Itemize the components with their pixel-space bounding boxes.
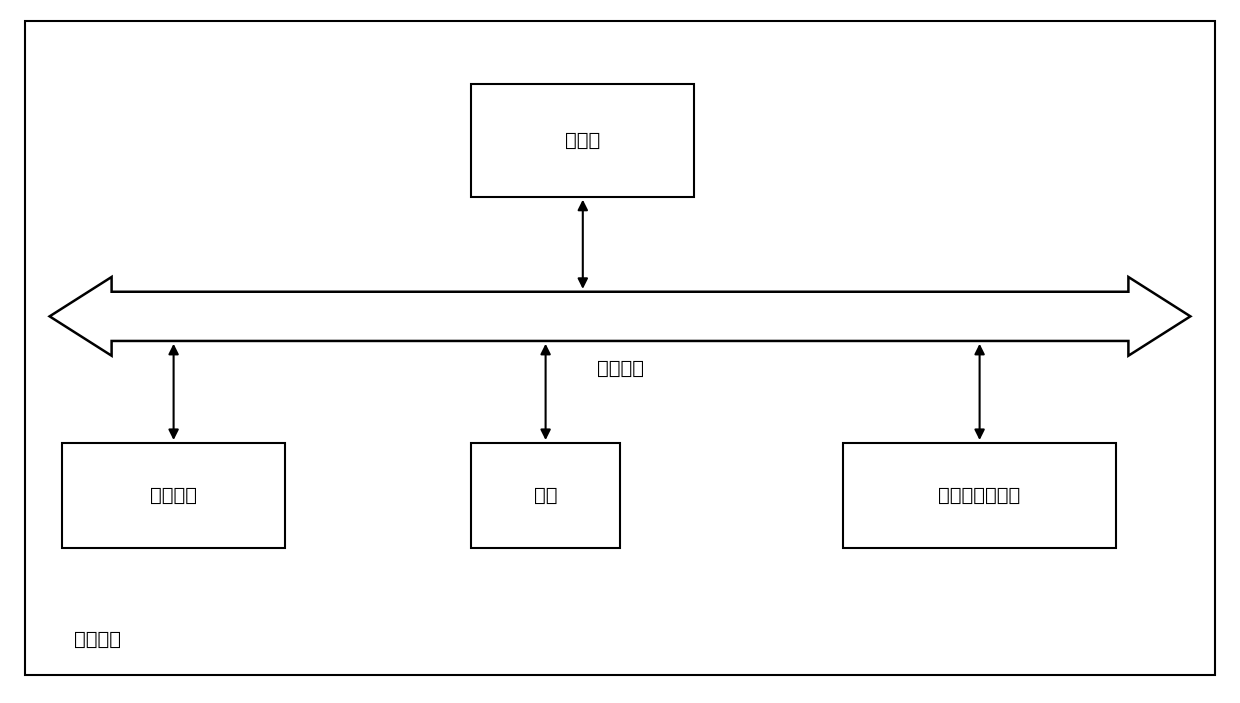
Bar bbox=[62, 443, 285, 548]
Bar bbox=[471, 443, 620, 548]
Text: 处理器: 处理器 bbox=[565, 131, 600, 150]
Text: 内存: 内存 bbox=[534, 486, 557, 505]
Bar bbox=[843, 443, 1116, 548]
Polygon shape bbox=[50, 277, 1190, 356]
Text: 电子设备: 电子设备 bbox=[74, 630, 122, 650]
Text: 非易失性存储器: 非易失性存储器 bbox=[939, 486, 1021, 505]
Text: 内部总线: 内部总线 bbox=[596, 359, 644, 378]
Bar bbox=[471, 84, 694, 197]
Text: 网络接口: 网络接口 bbox=[150, 486, 197, 505]
